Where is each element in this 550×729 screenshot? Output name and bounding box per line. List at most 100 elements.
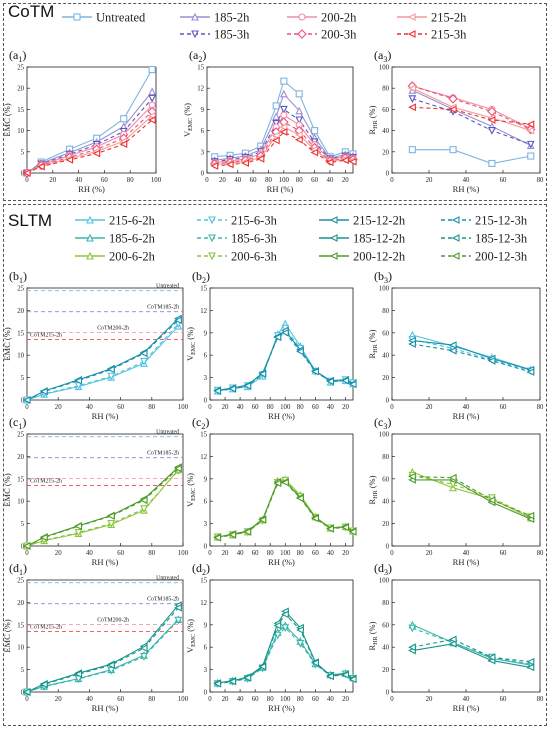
- sltm-legend-item: 200-6-3h: [197, 250, 278, 264]
- y-axis-label: RHR (%): [367, 475, 379, 504]
- data-point: [174, 316, 182, 325]
- data-point: [448, 105, 457, 114]
- x-tick-label: 80: [297, 696, 304, 703]
- data-point: [271, 131, 280, 140]
- x-axis-label: RH (%): [268, 703, 295, 713]
- series-line: [26, 323, 179, 401]
- y-tick-label: 15: [200, 286, 207, 293]
- data-point: [487, 356, 496, 365]
- data-point: [210, 162, 219, 170]
- y-tick-label: 25: [17, 432, 24, 439]
- series-line: [26, 468, 179, 547]
- cotm-legend-marker: [191, 30, 199, 39]
- data-point: [348, 380, 357, 389]
- y-tick-label: 0: [386, 690, 390, 697]
- y-tick-label: 40: [382, 353, 389, 360]
- data-point: [174, 616, 183, 625]
- x-tick-label: 20: [55, 404, 62, 411]
- y-tick-label: 5: [21, 667, 25, 674]
- data-point: [258, 662, 267, 671]
- data-point: [488, 159, 496, 168]
- series-line: [26, 319, 179, 401]
- plot-frame: [391, 66, 541, 174]
- y-axis-label: RHR (%): [367, 105, 379, 134]
- sltm-legend-item: 215-6-3h: [197, 214, 278, 228]
- data-point: [92, 149, 101, 158]
- data-point: [295, 116, 304, 125]
- x-axis-label: RH (%): [453, 557, 480, 567]
- series-215-6-3h: [213, 324, 357, 395]
- data-point: [408, 624, 417, 633]
- y-tick-label: 5: [21, 375, 25, 382]
- series-line: [26, 111, 153, 174]
- sltm-legend-marker: [208, 252, 216, 261]
- data-point: [279, 123, 288, 131]
- sltm-legend-item: 185-12-2h: [319, 232, 406, 246]
- x-tick-label: 0: [390, 404, 394, 411]
- x-tick-label: 80: [267, 550, 274, 557]
- series-215-2h: [408, 84, 535, 135]
- x-tick-label: 80: [265, 177, 272, 184]
- y-tick-label: 0: [21, 544, 25, 551]
- data-point: [408, 95, 417, 104]
- x-tick-label: 60: [117, 550, 124, 557]
- data-point: [273, 479, 282, 488]
- sltm-legend-item: 215-6-2h: [75, 214, 156, 228]
- y-tick-label: 0: [21, 690, 25, 697]
- panel-label: (d2): [192, 561, 210, 577]
- x-tick-label: 0: [208, 696, 212, 703]
- y-tick-label: 12: [200, 600, 207, 607]
- y-tick-label: 5: [21, 149, 25, 156]
- data-point: [448, 473, 457, 482]
- series-line: [412, 479, 532, 520]
- series-185-12-2h: [408, 639, 535, 672]
- x-tick-label: 0: [25, 550, 29, 557]
- data-point: [526, 368, 535, 376]
- series-line: [412, 627, 531, 665]
- sltm-legend-item: 200-12-2h: [319, 250, 406, 264]
- data-point: [408, 340, 416, 348]
- y-tick-label: 25: [17, 578, 24, 585]
- x-tick-label: 40: [463, 550, 470, 557]
- x-tick-label: 60: [117, 696, 124, 703]
- sltm-legend-item: 215-12-3h: [441, 214, 528, 228]
- data-point: [147, 116, 156, 124]
- x-tick-label: 80: [148, 550, 155, 557]
- x-tick-label: 20: [219, 177, 226, 184]
- data-point: [408, 146, 416, 154]
- x-tick-label: 20: [342, 404, 349, 411]
- series-line: [214, 131, 354, 167]
- series-215-12-2h: [408, 336, 535, 374]
- x-tick-label: 40: [86, 404, 93, 411]
- series-line: [26, 119, 153, 174]
- data-point: [241, 159, 249, 167]
- sltm-legend-marker: [451, 216, 460, 224]
- sltm-section-frame: [3, 204, 547, 726]
- y-tick-label: 0: [204, 544, 208, 551]
- x-tick-label: 20: [342, 177, 349, 184]
- y-tick-label: 5: [21, 521, 25, 528]
- sltm-legend-marker: [329, 216, 338, 224]
- x-tick-label: 40: [86, 550, 93, 557]
- series-line: [26, 607, 179, 693]
- y-axis-label: RHR (%): [367, 621, 379, 650]
- x-tick-label: 60: [252, 696, 259, 703]
- x-tick-label: 0: [208, 550, 212, 557]
- data-point: [325, 158, 334, 167]
- y-tick-label: 100: [379, 578, 390, 585]
- y-tick-label: 0: [21, 171, 25, 178]
- cotm-legend: Untreated 185-2h 200-2h 215-2h 185-3h 200-3h 2…: [62, 11, 467, 42]
- x-tick-label: 40: [86, 696, 93, 703]
- plot-frame: [209, 579, 354, 693]
- data-point: [273, 631, 282, 640]
- y-tick-label: 80: [382, 600, 389, 607]
- cotm-legend-marker: [73, 13, 81, 21]
- sltm-legend-marker: [329, 252, 338, 260]
- x-tick-label: 40: [327, 696, 334, 703]
- x-tick-label: 80: [537, 177, 544, 184]
- data-point: [22, 542, 31, 550]
- y-tick-label: 0: [386, 544, 390, 551]
- cotm-legend-item: 185-2h: [180, 11, 250, 25]
- series-200-12-2h: [408, 476, 535, 524]
